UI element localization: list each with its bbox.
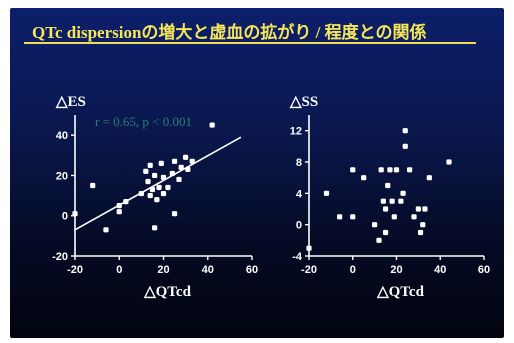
slide-background	[10, 8, 504, 338]
data-point	[402, 143, 408, 149]
data-point	[143, 168, 149, 174]
data-point	[385, 182, 391, 189]
data-point	[149, 186, 156, 193]
data-point	[171, 158, 178, 164]
x-axis-label: △QTcd	[143, 284, 191, 300]
data-point	[123, 199, 129, 205]
data-point	[116, 209, 122, 215]
x-tick-label: 20	[390, 264, 402, 276]
x-tick-label: 20	[157, 264, 169, 276]
y-tick-label: 12	[290, 126, 302, 138]
y-tick-label: 0	[296, 220, 302, 232]
data-point	[415, 206, 421, 212]
x-tick-label: 40	[434, 264, 446, 276]
data-point	[158, 160, 164, 166]
es-scatter-chart: -20 0 20 40 60 -20 0 20 40 △ES △QTcd r = 0.65, p < …	[52, 94, 258, 300]
data-point	[372, 222, 378, 228]
x-tick-label: -20	[67, 264, 83, 276]
y-tick-label: 20	[56, 170, 68, 182]
data-point	[350, 214, 356, 220]
data-point	[171, 211, 178, 217]
data-point	[189, 158, 195, 164]
data-point	[183, 154, 189, 160]
data-point	[411, 214, 417, 220]
x-tick-label: 40	[202, 264, 214, 276]
data-point	[391, 214, 397, 220]
y-tick-label: -20	[52, 251, 68, 263]
data-point	[165, 184, 171, 191]
data-point	[382, 206, 389, 212]
data-point	[398, 198, 404, 204]
data-point	[116, 203, 122, 209]
data-point	[426, 175, 432, 181]
data-point	[178, 164, 184, 170]
data-point	[176, 176, 182, 183]
data-point	[361, 175, 367, 181]
correlation-annotation: r = 0.65, p < 0.001	[95, 114, 192, 129]
data-point	[306, 245, 312, 251]
data-point	[156, 184, 162, 191]
ss-scatter-chart: -20 0 20 40 60 -4 0 4 8 12 △SS △QTcd	[289, 94, 490, 300]
x-tick-label: -20	[301, 264, 317, 276]
data-point	[90, 182, 96, 189]
data-point	[185, 166, 191, 172]
data-point	[389, 198, 395, 204]
data-point	[380, 198, 386, 204]
x-axis-label: △QTcd	[376, 284, 424, 300]
data-point	[337, 214, 343, 220]
data-point	[417, 229, 424, 236]
data-point	[376, 237, 382, 243]
data-point	[382, 229, 389, 236]
data-point	[152, 225, 158, 231]
x-tick-label: 0	[116, 264, 122, 276]
data-point	[420, 222, 426, 228]
data-point	[402, 128, 408, 134]
data-point	[323, 190, 330, 196]
data-point	[147, 192, 153, 199]
y-tick-label: -4	[292, 251, 303, 263]
y-tick-label: 8	[296, 157, 302, 169]
data-point	[407, 167, 413, 173]
x-tick-label: 0	[350, 264, 356, 276]
slide-title: QTc dispersionの増大と虚血の拡がり / 程度との関係	[32, 23, 427, 42]
title-underline	[24, 42, 476, 44]
data-point	[169, 170, 175, 177]
y-tick-label: 40	[56, 130, 68, 142]
y-tick-label: 0	[62, 211, 68, 223]
data-point	[154, 197, 160, 203]
data-point	[387, 167, 393, 173]
data-point	[400, 190, 406, 196]
data-point	[147, 162, 153, 168]
data-point	[446, 159, 452, 165]
data-point	[145, 178, 151, 185]
data-point	[72, 211, 78, 217]
data-point	[378, 167, 384, 173]
y-axis-label: △SS	[289, 94, 318, 110]
data-point	[209, 122, 215, 128]
x-tick-label: 60	[478, 264, 490, 276]
x-tick-label: 60	[246, 264, 258, 276]
data-point	[160, 174, 167, 181]
data-point	[350, 167, 356, 173]
data-point	[103, 227, 109, 233]
regression-line	[74, 136, 242, 231]
data-point	[160, 190, 167, 197]
y-axis-label: △ES	[55, 94, 86, 110]
data-point	[422, 206, 428, 212]
data-point	[152, 172, 158, 179]
data-point	[138, 190, 144, 197]
data-point	[393, 167, 400, 173]
y-tick-label: 4	[296, 188, 303, 200]
